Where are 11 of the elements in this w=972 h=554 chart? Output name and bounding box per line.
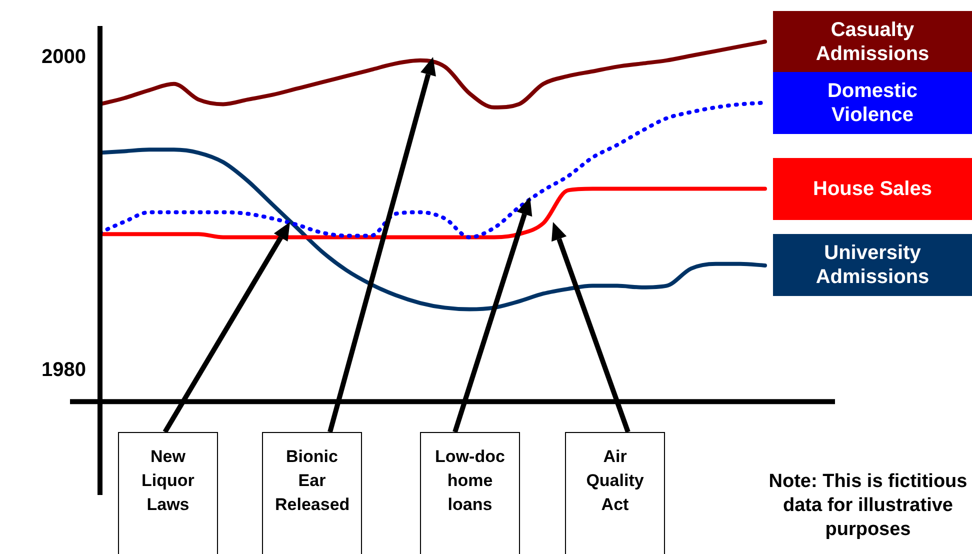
y-tick-label: 2000	[42, 46, 86, 68]
text: Low-doc home loans	[420, 432, 520, 554]
text: Note: This is fictitious data for illustrative purposes	[768, 470, 968, 542]
text: New Liquor Laws	[118, 432, 218, 554]
name-tag: Domestic Violence	[773, 72, 972, 134]
text: Bionic Ear Released	[262, 432, 362, 554]
name-tag: Casualty Admissions	[773, 10, 972, 73]
name-tag: House Sales	[773, 158, 972, 220]
text: Air Quality Act	[565, 432, 665, 554]
y-tick-label: 1980	[42, 358, 86, 381]
name-tag: University Admissions	[773, 234, 972, 296]
